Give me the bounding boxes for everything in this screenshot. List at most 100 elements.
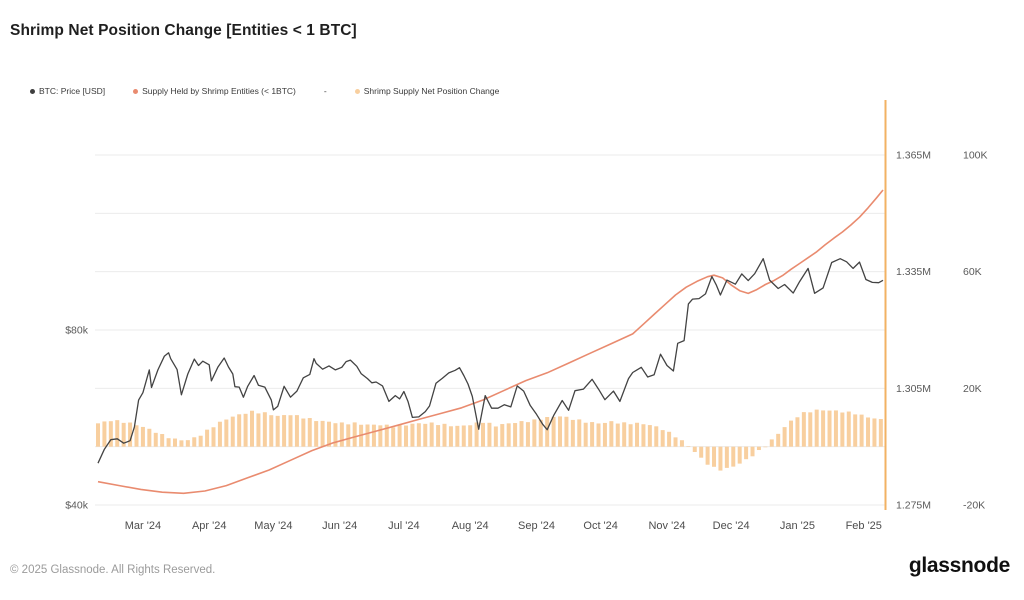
net-position-bar [365, 424, 370, 447]
net-axis-label: 100K [963, 149, 988, 161]
net-position-bar [801, 412, 806, 447]
net-position-bar [519, 421, 524, 447]
x-axis-tick-label: Apr '24 [192, 520, 227, 532]
net-position-bar [789, 420, 794, 447]
net-position-bar [654, 426, 659, 447]
net-position-bar [147, 428, 152, 447]
net-position-bar [327, 421, 332, 447]
x-axis-tick-label: Jun '24 [322, 520, 357, 532]
net-position-bar [269, 415, 274, 447]
net-position-bar [756, 446, 761, 451]
net-position-bar [185, 440, 190, 447]
net-position-bar [622, 422, 627, 447]
net-position-bar [262, 412, 267, 447]
legend-label: Supply Held by Shrimp Entities (< 1BTC) [142, 86, 296, 96]
net-position-bar [108, 421, 113, 447]
net-position-bar [237, 414, 242, 447]
net-position-bar [679, 440, 684, 447]
net-position-bar [121, 422, 126, 447]
net-position-bar [179, 440, 184, 447]
net-position-bar [404, 425, 409, 447]
net-position-bar [320, 420, 325, 447]
net-position-bar [378, 425, 383, 447]
net-position-bar [705, 446, 710, 465]
net-position-bar [814, 409, 819, 447]
net-position-bar [102, 421, 107, 447]
net-position-bar [551, 416, 556, 447]
net-position-bar [609, 421, 614, 447]
net-position-bar [442, 423, 447, 447]
x-axis-tick-label: Feb '25 [846, 520, 882, 532]
net-position-bar [866, 417, 871, 447]
legend-label: Shrimp Supply Net Position Change [363, 86, 500, 96]
net-position-bar [288, 415, 293, 447]
copyright-text: © 2025 Glassnode. All Rights Reserved. [10, 564, 216, 576]
net-position-bar [686, 446, 691, 447]
x-axis-tick-label: Mar '24 [125, 520, 161, 532]
net-position-bar [371, 424, 376, 447]
chart-legend: BTC: Price [USD] Supply Held by Shrimp En… [30, 86, 499, 96]
net-position-bar [673, 437, 678, 447]
net-position-bar [750, 446, 755, 457]
net-position-bar [166, 438, 171, 447]
net-position-bar [878, 419, 883, 447]
glassnode-logo[interactable]: glassnode [908, 554, 1010, 577]
net-position-bar [416, 423, 421, 447]
net-position-bar [205, 429, 210, 447]
price-line [97, 258, 884, 464]
net-position-bar [423, 423, 428, 447]
net-position-bar [846, 411, 851, 447]
net-position-bar [821, 410, 826, 447]
net-position-bar [250, 410, 255, 447]
net-position-bar [532, 419, 537, 447]
net-position-bar [192, 437, 197, 447]
net-position-bar [525, 422, 530, 447]
net-position-bar [455, 425, 460, 447]
net-position-bar [481, 422, 486, 447]
supply-axis-label: 1.305M [896, 383, 931, 395]
net-position-bar [628, 424, 633, 447]
net-position-bar [397, 424, 402, 447]
net-position-bar [602, 422, 607, 447]
net-position-bar [301, 418, 306, 447]
net-position-bar [577, 419, 582, 447]
legend-item[interactable]: Shrimp Supply Net Position Change [354, 86, 500, 96]
net-position-bar [140, 426, 145, 447]
net-position-bar [737, 446, 742, 464]
net-position-bar [461, 425, 466, 447]
net-position-bar [590, 422, 595, 447]
net-position-bar [436, 425, 441, 447]
net-position-bar [635, 422, 640, 447]
net-position-bar [346, 424, 351, 447]
net-position-bar [712, 446, 717, 467]
net-position-bar [545, 417, 550, 447]
supply-axis-label: 1.275M [896, 500, 931, 512]
net-position-bar [513, 423, 518, 447]
net-axis-label: -20K [963, 500, 985, 512]
x-axis-tick-label: Aug '24 [452, 520, 489, 532]
net-position-bar [615, 423, 620, 447]
net-position-bar [538, 419, 543, 447]
legend-item[interactable]: BTC: Price [USD] [30, 86, 105, 96]
net-position-bar [243, 413, 248, 447]
net-axis-label: 60K [963, 266, 982, 278]
net-position-bar [429, 422, 434, 447]
net-position-bar [647, 425, 652, 447]
net-position-bar [352, 422, 357, 447]
supply-axis-label: 1.365M [896, 149, 931, 161]
net-position-bar [96, 423, 100, 447]
page-title: Shrimp Net Position Change [Entities < 1… [10, 22, 357, 39]
net-position-bar [474, 422, 479, 447]
net-position-bar [699, 446, 704, 458]
legend-label: - [323, 86, 327, 96]
net-position-bar [833, 410, 838, 447]
legend-item[interactable]: Supply Held by Shrimp Entities (< 1BTC) [133, 86, 296, 96]
net-position-bar [275, 415, 280, 447]
legend-dot-icon [354, 88, 360, 94]
x-axis-tick-label: Jul '24 [388, 520, 419, 532]
net-position-bar [763, 446, 768, 448]
net-position-bar [153, 432, 158, 447]
legend-label: BTC: Price [USD] [39, 86, 106, 96]
